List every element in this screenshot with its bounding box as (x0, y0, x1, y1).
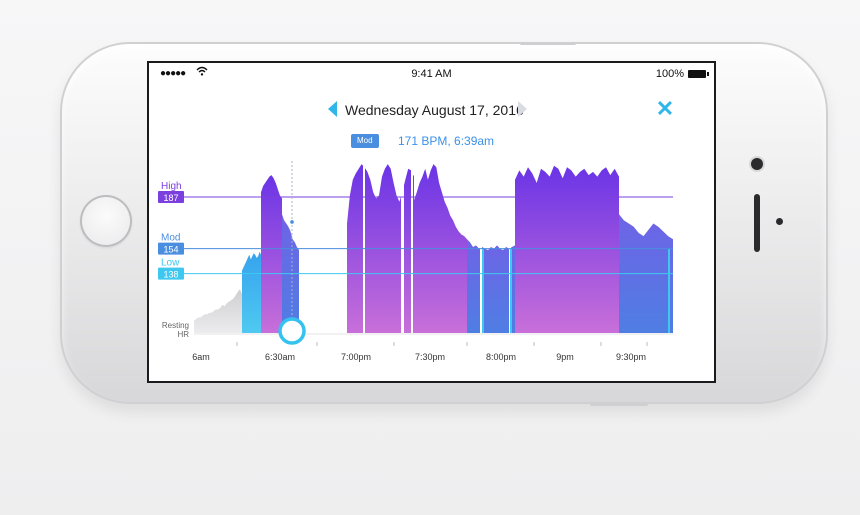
date-title: Wednesday August 17, 2016 (345, 102, 524, 118)
x-tick-label: 9:30pm (616, 352, 646, 362)
status-bar: ●●●●● 9:41 AM 100% (149, 63, 714, 85)
battery-percent: 100% (655, 68, 684, 80)
hr-area-segment-low (242, 251, 261, 333)
hr-area-segment-high (515, 165, 619, 333)
threshold-value-box (158, 267, 184, 280)
threshold-value-mod: 154 (163, 245, 178, 255)
x-tick-label: 6am (192, 352, 210, 362)
low-zone-marker (510, 248, 512, 333)
wifi-icon (196, 66, 208, 79)
home-button[interactable] (80, 195, 132, 247)
x-tick-label: 7:00pm (341, 352, 371, 362)
previous-day-button[interactable] (328, 101, 337, 117)
hr-area-segment-high (261, 175, 282, 333)
status-time: 9:41 AM (411, 68, 452, 80)
threshold-label-mod: Mod (161, 233, 180, 244)
low-zone-marker (482, 248, 484, 333)
x-tick-label: 7:30pm (415, 352, 445, 362)
threshold-label-low: Low (161, 258, 180, 269)
threshold-value-box (158, 242, 184, 255)
signal-strength-icon: ●●●●● (160, 68, 186, 79)
threshold-value-high: 187 (163, 193, 178, 203)
x-tick-label: 9pm (556, 352, 574, 362)
time-scrubber-handle[interactable] (278, 317, 306, 345)
threshold-value-box (158, 190, 184, 203)
resting-hr-label: Resting (162, 321, 189, 330)
battery-icon (688, 70, 709, 78)
wifi-glyph (196, 66, 208, 76)
chart-gap (411, 161, 413, 333)
phone-top-edge (520, 42, 576, 45)
earpiece-speaker (754, 194, 760, 252)
threshold-value-low: 138 (163, 270, 178, 280)
hr-area-segment-rest (194, 289, 242, 333)
x-tick-label: 8:00pm (486, 352, 516, 362)
low-zone-marker (668, 248, 670, 333)
resting-hr-label: HR (177, 330, 189, 339)
threshold-label-high: High (161, 181, 182, 192)
heart-rate-reading: 171 BPM, 6:39am (398, 134, 495, 148)
x-tick-label: 6:30am (265, 352, 295, 362)
chart-gap (480, 161, 482, 333)
hr-area-segment-mod (467, 239, 515, 333)
close-button[interactable]: ✕ (655, 96, 675, 121)
chart-gap (363, 161, 365, 333)
zone-badge: Mod (351, 134, 379, 148)
next-day-button[interactable] (518, 101, 527, 117)
selection-point (290, 220, 294, 224)
proximity-sensor (776, 218, 783, 225)
front-camera (751, 158, 763, 170)
chart-gap (401, 161, 404, 333)
chart-gap (509, 161, 511, 333)
phone-bottom-edge (590, 402, 648, 406)
phone-screen: ●●●●● 9:41 AM 100% Wednesday August 17, … (147, 61, 716, 383)
